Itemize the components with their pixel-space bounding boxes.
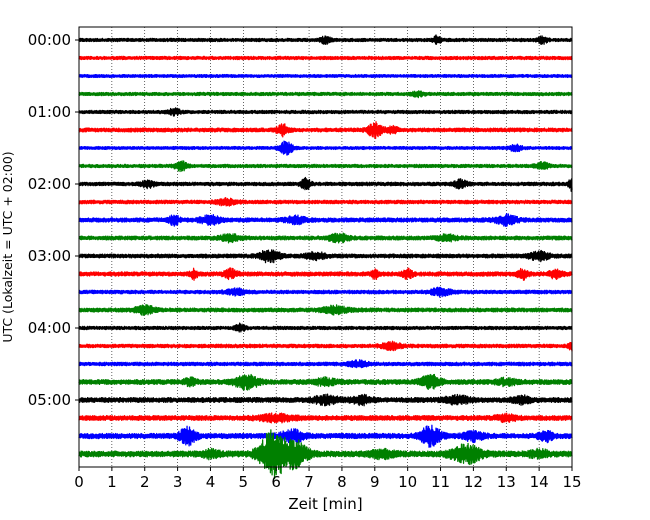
- plot-frame: [78, 26, 573, 468]
- x-tick-label: 8: [337, 473, 347, 491]
- x-tick-label: 7: [304, 473, 314, 491]
- trace-0130: [78, 140, 573, 156]
- y-tick-label: 01:00: [28, 103, 71, 121]
- trace-0530: [78, 424, 573, 448]
- trace-0000: [78, 34, 573, 45]
- x-tick-label: 5: [239, 473, 249, 491]
- y-axis-label: UTC (Lokalzeit = UTC + 02:00): [0, 151, 15, 342]
- y-tick-label: 05:00: [28, 391, 71, 409]
- x-tick-label: 13: [497, 473, 516, 491]
- trace-0545: [78, 429, 573, 480]
- x-tick-label: 3: [173, 473, 183, 491]
- trace-0145: [78, 160, 573, 173]
- x-tick-label: 2: [140, 473, 150, 491]
- trace-0230: [78, 212, 573, 227]
- x-tick-label: 12: [464, 473, 483, 491]
- x-axis-label: Zeit [min]: [288, 495, 362, 513]
- grid-lines: [111, 27, 540, 467]
- trace-series: [78, 34, 573, 480]
- trace-0430: [78, 359, 573, 369]
- trace-0015: [78, 55, 573, 61]
- trace-0045: [78, 90, 573, 99]
- trace-0515: [78, 412, 573, 424]
- x-axis-ticks: 0 1 2 3 4 5 6 7 8 9 10 11 12 13 14 15: [74, 467, 582, 491]
- trace-0245: [78, 232, 573, 244]
- trace-0115: [78, 121, 573, 140]
- trace-0445: [78, 373, 573, 391]
- trace-0400: [78, 322, 573, 333]
- x-tick-label: 1: [107, 473, 117, 491]
- x-tick-label: 11: [431, 473, 450, 491]
- x-tick-label: 14: [530, 473, 549, 491]
- x-tick-label: 9: [370, 473, 380, 491]
- y-tick-label: 00:00: [28, 31, 71, 49]
- trace-0500: [78, 393, 573, 407]
- trace-0345: [78, 304, 573, 317]
- trace-0300: [78, 249, 573, 264]
- trace-0215: [78, 197, 573, 207]
- y-tick-label: 03:00: [28, 247, 71, 265]
- trace-0415: [78, 340, 573, 352]
- x-tick-label: 4: [206, 473, 216, 491]
- y-tick-label: 02:00: [28, 175, 71, 193]
- y-axis-ticks: 00:00 01:00 02:00 03:00 04:00 05:00: [28, 31, 79, 409]
- trace-0100: [78, 107, 573, 117]
- x-tick-label: 15: [562, 473, 581, 491]
- x-tick-label: 0: [74, 473, 84, 491]
- x-tick-label: 6: [271, 473, 281, 491]
- trace-0030: [78, 73, 573, 79]
- trace-0315: [78, 267, 573, 281]
- x-tick-label: 10: [398, 473, 417, 491]
- trace-0200: [78, 176, 573, 192]
- trace-0330: [78, 286, 573, 298]
- y-tick-label: 04:00: [28, 319, 71, 337]
